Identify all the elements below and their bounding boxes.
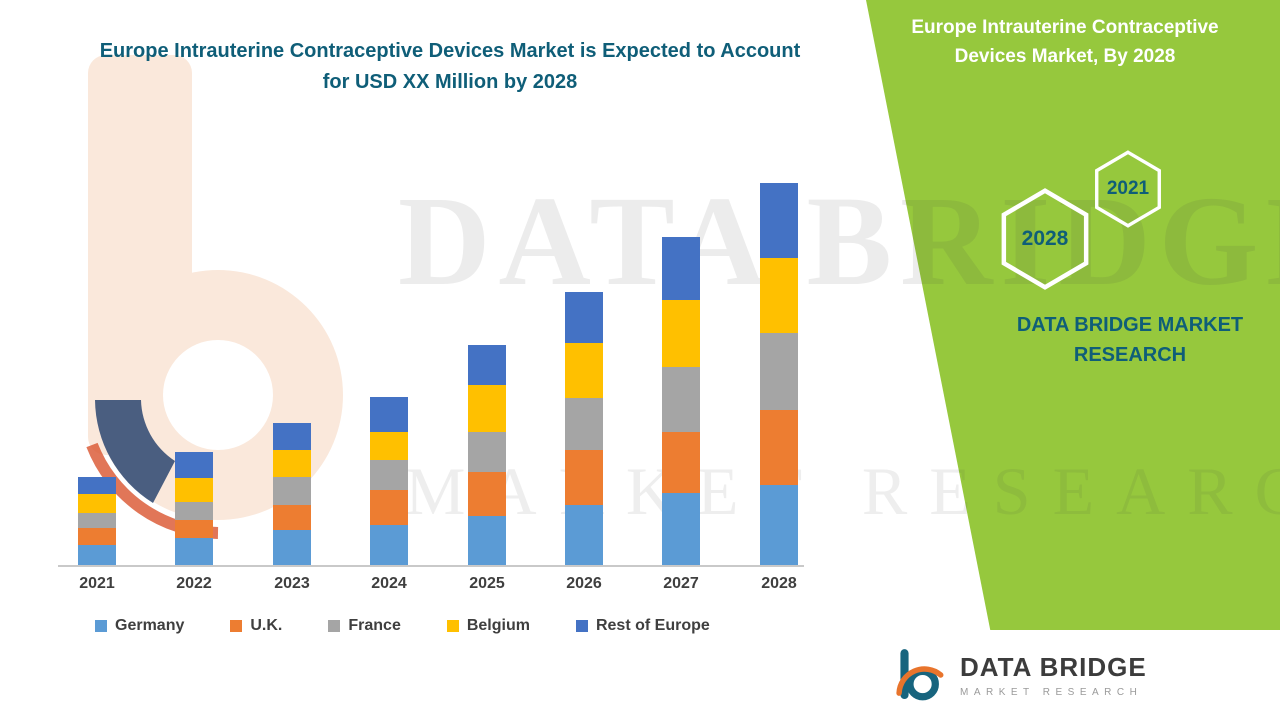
bar-segment-france-2027 bbox=[662, 367, 700, 432]
bar-segment-belgium-2026 bbox=[565, 343, 603, 398]
bar-segment-u-k-2027 bbox=[662, 432, 700, 493]
bar-segment-germany-2027 bbox=[662, 493, 700, 565]
legend-label: Germany bbox=[115, 617, 185, 634]
bar-segment-u-k-2024 bbox=[370, 490, 408, 525]
logo-box: DATA BRIDGE MARKET RESEARCH bbox=[866, 630, 1280, 720]
bar-segment-rest-of-europe-2021 bbox=[78, 477, 116, 494]
hexagon-2028: 2028 bbox=[1000, 188, 1090, 290]
bar-segment-rest-of-europe-2025 bbox=[468, 345, 506, 385]
logo-subtitle: MARKET RESEARCH bbox=[960, 687, 1143, 698]
hexagon-outline-icon bbox=[1095, 150, 1161, 228]
legend-swatch-icon bbox=[575, 620, 588, 632]
logo-text: DATA BRIDGE MARKET RESEARCH bbox=[960, 652, 1147, 698]
bar-segment-u-k-2022 bbox=[175, 520, 213, 538]
legend: Germany U.K. France Belgium Rest of Europe bbox=[95, 617, 710, 635]
bar-segment-germany-2028 bbox=[760, 485, 798, 565]
x-axis-label-2028: 2028 bbox=[761, 575, 797, 592]
bar-segment-france-2025 bbox=[468, 432, 506, 472]
x-axis-label-2025: 2025 bbox=[469, 575, 505, 592]
x-axis-label-2027: 2027 bbox=[663, 575, 699, 592]
legend-swatch-icon bbox=[230, 620, 243, 632]
bar-segment-belgium-2024 bbox=[370, 432, 408, 460]
side-panel-title: Europe Intrauterine Contraceptive Device… bbox=[911, 17, 1219, 67]
bar-segment-germany-2025 bbox=[468, 516, 506, 565]
bar-segment-germany-2023 bbox=[273, 530, 311, 565]
bar-segment-u-k-2021 bbox=[78, 528, 116, 545]
bar-column-2021 bbox=[78, 477, 116, 565]
bar-segment-u-k-2026 bbox=[565, 450, 603, 505]
bar-segment-belgium-2022 bbox=[175, 478, 213, 502]
side-panel-brand-text: DATA BRIDGE MARKET RESEARCH bbox=[1016, 314, 1244, 366]
bar-column-2025 bbox=[468, 345, 506, 565]
legend-label: Rest of Europe bbox=[595, 617, 710, 634]
bar-segment-germany-2024 bbox=[370, 525, 408, 565]
bar-column-2022 bbox=[175, 452, 213, 565]
x-axis-label-2026: 2026 bbox=[566, 575, 602, 592]
legend-item-rest-of-europe: Rest of Europe bbox=[575, 617, 710, 635]
databridge-logo-icon bbox=[896, 649, 944, 701]
watermark-text-line1: DATA BRIDGE bbox=[398, 170, 1280, 312]
bar-segment-france-2023 bbox=[273, 477, 311, 505]
watermark-text-line2: MARKET RESEARCH bbox=[405, 453, 1280, 529]
bar-segment-germany-2026 bbox=[565, 505, 603, 565]
bar-column-2024 bbox=[370, 397, 408, 565]
hexagon-2021: 2021 bbox=[1094, 150, 1162, 228]
legend-swatch-icon bbox=[328, 620, 341, 632]
bar-segment-rest-of-europe-2024 bbox=[370, 397, 408, 432]
bar-segment-rest-of-europe-2023 bbox=[273, 423, 311, 450]
legend-item-germany: Germany bbox=[95, 617, 184, 635]
chart-title: Europe Intrauterine Contraceptive Device… bbox=[99, 40, 801, 93]
bar-segment-u-k-2023 bbox=[273, 505, 311, 530]
bar-segment-belgium-2027 bbox=[662, 300, 700, 367]
x-axis-label-2023: 2023 bbox=[274, 575, 310, 592]
bar-segment-belgium-2023 bbox=[273, 450, 311, 477]
bar-segment-rest-of-europe-2026 bbox=[565, 292, 603, 343]
bar-segment-u-k-2028 bbox=[760, 410, 798, 485]
legend-item-france: France bbox=[328, 617, 401, 635]
bar-column-2027 bbox=[662, 237, 700, 565]
bar-column-2023 bbox=[273, 423, 311, 565]
legend-swatch-icon bbox=[446, 620, 459, 632]
hexagon-outline-icon bbox=[1001, 188, 1089, 290]
bar-segment-belgium-2021 bbox=[78, 494, 116, 513]
hexagon-year-label: 2028 bbox=[1021, 227, 1069, 250]
bar-segment-rest-of-europe-2027 bbox=[662, 237, 700, 300]
bar-segment-france-2022 bbox=[175, 502, 213, 520]
legend-label: U.K. bbox=[250, 617, 283, 634]
bar-segment-france-2026 bbox=[565, 398, 603, 450]
bar-segment-france-2028 bbox=[760, 333, 798, 410]
logo-title: DATA BRIDGE bbox=[960, 652, 1147, 682]
bar-segment-rest-of-europe-2028 bbox=[760, 183, 798, 258]
bar-segment-belgium-2025 bbox=[468, 385, 506, 432]
bar-segment-belgium-2028 bbox=[760, 258, 798, 333]
x-axis-label-2024: 2024 bbox=[371, 575, 407, 592]
bar-column-2026 bbox=[565, 292, 603, 565]
bar-segment-germany-2022 bbox=[175, 538, 213, 565]
bar-segment-rest-of-europe-2022 bbox=[175, 452, 213, 478]
bar-segment-france-2021 bbox=[78, 513, 116, 528]
x-axis-label-2021: 2021 bbox=[79, 575, 115, 592]
bar-segment-germany-2021 bbox=[78, 545, 116, 565]
legend-item-belgium: Belgium bbox=[446, 617, 530, 635]
legend-swatch-icon bbox=[95, 620, 107, 632]
hexagon-year-label: 2021 bbox=[1106, 178, 1150, 199]
legend-item-u-k: U.K. bbox=[230, 617, 282, 635]
bar-column-2028 bbox=[760, 183, 798, 565]
legend-label: Belgium bbox=[466, 617, 530, 634]
x-axis-line bbox=[58, 565, 804, 567]
bar-segment-france-2024 bbox=[370, 460, 408, 490]
legend-label: France bbox=[348, 617, 401, 634]
bar-segment-u-k-2025 bbox=[468, 472, 506, 516]
x-axis-label-2022: 2022 bbox=[176, 575, 212, 592]
